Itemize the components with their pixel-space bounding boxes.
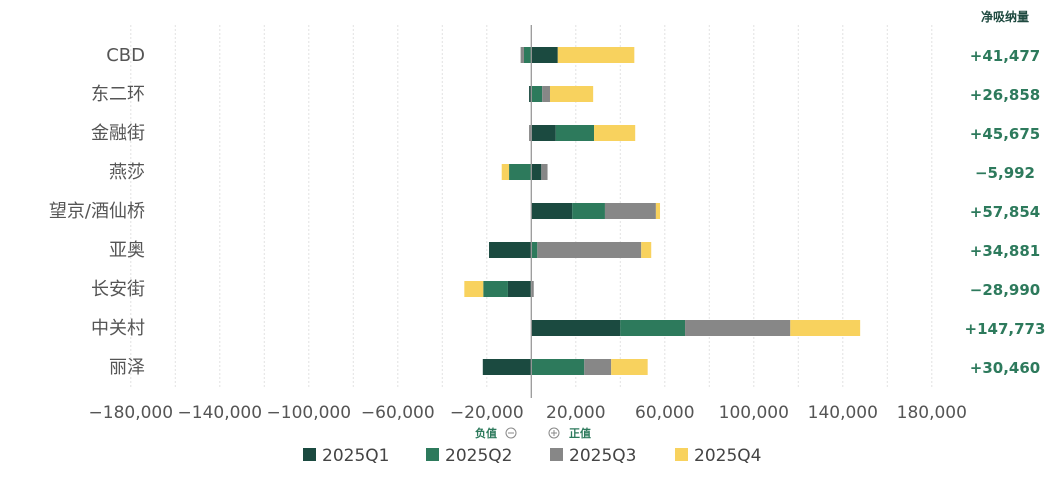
bar-segment-2025Q2 bbox=[572, 203, 605, 219]
x-tick-label: 140,000 bbox=[808, 403, 878, 423]
net-absorption-label: +147,773 bbox=[965, 320, 1046, 338]
bar-segment-2025Q3 bbox=[541, 164, 548, 180]
bar-segment-2025Q2 bbox=[483, 281, 508, 297]
bar-segment-2025Q3 bbox=[542, 86, 550, 102]
bar-segment-2025Q2 bbox=[523, 47, 532, 63]
negative-hint: 负值 bbox=[475, 426, 497, 440]
net-absorption-label: +34,881 bbox=[970, 242, 1040, 260]
bar-segment-2025Q4 bbox=[790, 320, 861, 336]
category-label: 燕莎 bbox=[109, 162, 145, 183]
x-tick-label: −100,000 bbox=[267, 403, 352, 423]
bar-segment-2025Q1 bbox=[531, 47, 558, 63]
bar-segment-2025Q3 bbox=[604, 203, 656, 219]
bar-segment-2025Q1 bbox=[507, 281, 532, 297]
bar-segment-2025Q1 bbox=[531, 203, 573, 219]
bar-segment-2025Q3 bbox=[584, 359, 612, 375]
category-label: 丽泽 bbox=[109, 357, 145, 378]
bar-segment-2025Q3 bbox=[520, 47, 524, 63]
net-absorption-label: +30,460 bbox=[970, 359, 1040, 377]
bar-segment-2025Q1 bbox=[531, 164, 542, 180]
legend-swatch bbox=[303, 448, 316, 461]
category-label: 金融街 bbox=[91, 123, 145, 144]
legend-label: 2025Q2 bbox=[445, 446, 512, 466]
bar-segment-2025Q2 bbox=[531, 86, 543, 102]
net-absorption-label: −5,992 bbox=[975, 164, 1035, 182]
minus-circle-icon bbox=[505, 427, 517, 439]
x-tick-label: 20,000 bbox=[546, 403, 605, 423]
bar-segment-2025Q4 bbox=[594, 125, 636, 141]
x-tick-label: 180,000 bbox=[897, 403, 967, 423]
net-absorption-header: 净吸纳量 bbox=[981, 9, 1029, 24]
positive-hint: 正值 bbox=[569, 426, 591, 440]
bar-segment-2025Q2 bbox=[555, 125, 595, 141]
x-tick-label: −180,000 bbox=[89, 403, 174, 423]
bar-segment-2025Q1 bbox=[531, 320, 621, 336]
legend-label: 2025Q1 bbox=[322, 446, 389, 466]
x-tick-label: −140,000 bbox=[178, 403, 263, 423]
bar-segment-2025Q4 bbox=[464, 281, 484, 297]
bar-segment-2025Q2 bbox=[509, 164, 532, 180]
bar-segment-2025Q4 bbox=[557, 47, 635, 63]
bar-segment-2025Q1 bbox=[529, 86, 532, 102]
net-absorption-label: +45,675 bbox=[970, 125, 1040, 143]
bar-segment-2025Q4 bbox=[641, 242, 652, 258]
bar-segment-2025Q2 bbox=[531, 242, 538, 258]
legend-label: 2025Q4 bbox=[694, 446, 761, 466]
category-label: 长安街 bbox=[91, 279, 145, 300]
bar-segment-2025Q4 bbox=[611, 359, 648, 375]
x-tick-label: 100,000 bbox=[719, 403, 789, 423]
category-label: 望京/酒仙桥 bbox=[49, 201, 145, 222]
net-absorption-label: +57,854 bbox=[970, 203, 1040, 221]
bar-segment-2025Q2 bbox=[531, 359, 585, 375]
x-tick-label: 60,000 bbox=[635, 403, 694, 423]
bar-segment-2025Q3 bbox=[537, 242, 642, 258]
bar-segment-2025Q4 bbox=[655, 203, 661, 219]
category-label: 中关村 bbox=[91, 318, 145, 339]
category-label: 东二环 bbox=[91, 84, 145, 105]
bar-segment-2025Q4 bbox=[501, 164, 510, 180]
net-absorption-label: −28,990 bbox=[970, 281, 1040, 299]
category-label: CBD bbox=[106, 45, 145, 66]
x-tick-label: −60,000 bbox=[361, 403, 435, 423]
x-tick-label: −20,000 bbox=[450, 403, 524, 423]
bar-segment-2025Q4 bbox=[549, 86, 594, 102]
bar-segment-2025Q3 bbox=[685, 320, 791, 336]
bar-segment-2025Q3 bbox=[531, 281, 534, 297]
legend-swatch bbox=[550, 448, 563, 461]
bar-segment-2025Q1 bbox=[489, 242, 532, 258]
bar-segment-2025Q2 bbox=[620, 320, 686, 336]
net-absorption-label: +41,477 bbox=[970, 47, 1040, 65]
bar-segment-2025Q1 bbox=[482, 359, 532, 375]
category-label: 亚奥 bbox=[109, 240, 145, 261]
plus-circle-icon bbox=[548, 427, 560, 439]
legend-swatch bbox=[426, 448, 439, 461]
net-absorption-label: +26,858 bbox=[970, 86, 1040, 104]
bar-segment-2025Q1 bbox=[531, 125, 556, 141]
legend-label: 2025Q3 bbox=[569, 446, 636, 466]
legend-swatch bbox=[675, 448, 688, 461]
bar-segment-2025Q3 bbox=[529, 125, 532, 141]
